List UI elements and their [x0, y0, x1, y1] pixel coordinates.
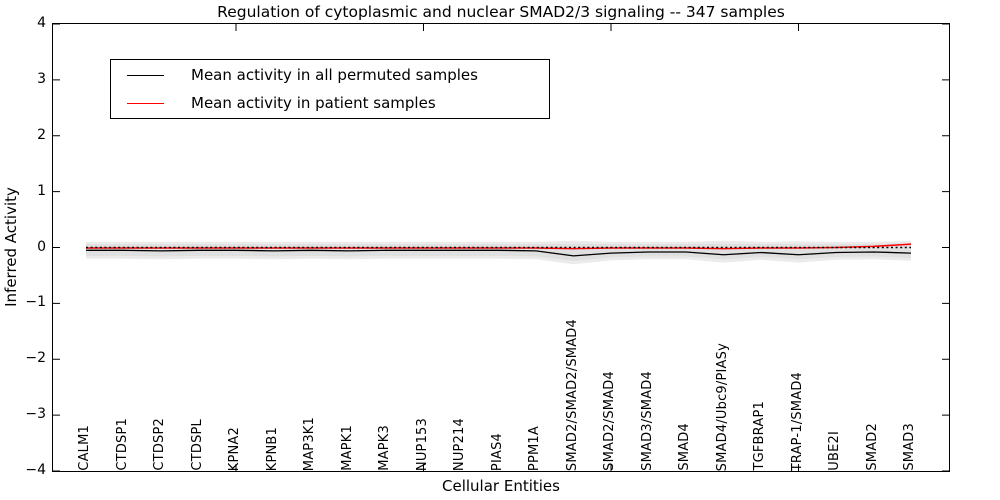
x-category-label: TRAP-1/SMAD4: [789, 371, 805, 471]
x-category-label: NUP153: [414, 417, 430, 471]
x-axis-title: Cellular Entities: [442, 477, 560, 495]
series-line-patient: [86, 243, 912, 250]
legend-entry-label: Mean activity in all permuted samples: [191, 66, 478, 84]
x-category-label: TGFBRAP1: [752, 401, 767, 471]
legend: Mean activity in all permuted samples Mea…: [110, 59, 550, 119]
y-tick-label: 3: [37, 70, 46, 87]
x-category-label: MAPK3: [377, 425, 392, 471]
x-category-label: KPNB1: [264, 426, 280, 471]
x-category-label: SMAD3: [902, 423, 917, 471]
plot-area: Mean activity in all permuted samples Mea…: [52, 23, 950, 472]
x-category-label: CTDSPL: [189, 419, 205, 471]
legend-entry: Mean activity in all permuted samples: [111, 61, 549, 89]
y-tick-label: −1: [25, 294, 46, 311]
y-tick-label: −3: [25, 406, 46, 423]
legend-entry-label: Mean activity in patient samples: [191, 94, 436, 112]
y-tick-label: −2: [25, 350, 46, 367]
x-category-label: CTDSP1: [114, 418, 130, 471]
series-line-permuted: [86, 249, 912, 257]
x-category-label: PPM1A: [527, 425, 542, 471]
x-category-label: SMAD3/SMAD4: [639, 371, 655, 471]
chart-canvas: [53, 24, 949, 471]
x-category-label: PIAS4: [489, 432, 505, 471]
x-category-label: CALM1: [77, 425, 92, 471]
chart-title: Regulation of cytoplasmic and nuclear SM…: [217, 3, 785, 21]
x-category-label: MAP3K1: [302, 416, 317, 471]
x-category-label: NUP214: [452, 417, 467, 471]
legend-line-sample: [127, 102, 164, 104]
y-tick-label: 1: [37, 182, 46, 199]
legend-entry: Mean activity in patient samples: [111, 89, 549, 117]
y-tick-label: 0: [37, 238, 46, 255]
x-category-label: SMAD2: [864, 423, 880, 471]
y-tick-label: 4: [37, 15, 46, 31]
x-category-label: SMAD2/SMAD4: [602, 371, 617, 471]
x-category-label: SMAD4: [677, 423, 692, 471]
y-tick-label: −4: [25, 462, 46, 478]
x-category-label: KPNA2: [227, 426, 242, 471]
x-category-label: SMAD2/SMAD2/SMAD4: [564, 318, 580, 471]
x-category-label: SMAD4/Ubc9/PIASy: [714, 342, 730, 471]
x-category-label: CTDSP2: [152, 418, 167, 471]
legend-line-sample: [127, 74, 164, 76]
x-category-label: UBE2I: [827, 431, 842, 471]
x-category-label: MAPK1: [339, 425, 355, 471]
y-tick-label: 2: [37, 126, 46, 143]
